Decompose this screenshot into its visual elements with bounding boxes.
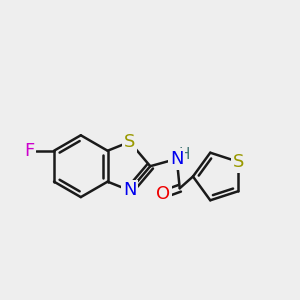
Text: N: N (123, 182, 136, 200)
Text: S: S (124, 133, 135, 151)
Text: O: O (157, 185, 171, 203)
Text: N: N (170, 150, 184, 168)
Text: S: S (232, 153, 244, 171)
Text: F: F (25, 142, 35, 160)
Text: H: H (178, 147, 190, 162)
